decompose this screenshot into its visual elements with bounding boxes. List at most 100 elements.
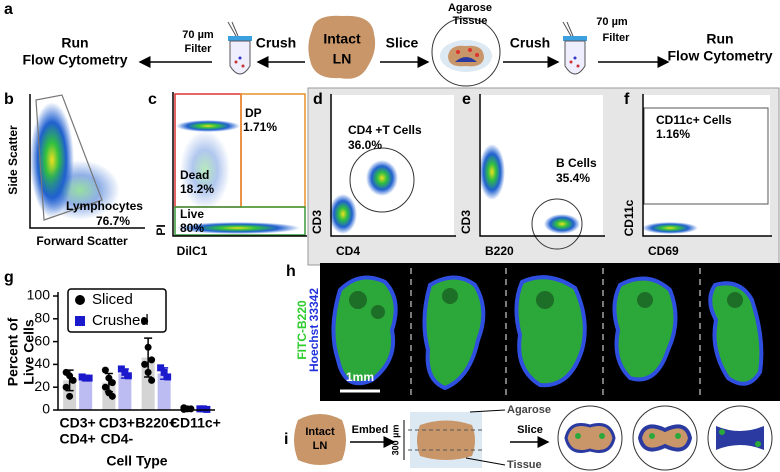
tissue-image	[331, 275, 764, 391]
bar	[118, 373, 132, 410]
filter-text: 70 µm	[596, 16, 628, 28]
x-axis-label: CD4	[336, 244, 360, 258]
run-text: Flow Cytometry	[667, 48, 772, 64]
x-axis-label: B220	[485, 244, 514, 258]
gate-value: 80%	[180, 221, 204, 235]
panel-label: c	[148, 91, 157, 108]
gate-label: CD11c+ Cells	[656, 113, 732, 127]
panel-e: e CD3 B220 B Cells 35.4%	[459, 91, 605, 258]
panel-b: b Side Scatter Forward Scatter Lymphocyt…	[4, 91, 145, 248]
agarose-text: Agarose	[507, 404, 551, 416]
x-tick-label: B220+	[135, 415, 177, 431]
y-tick-label: 80	[34, 310, 50, 326]
tissue-text: Tissue	[507, 459, 542, 471]
data-point	[108, 392, 116, 400]
legend-box	[67, 288, 167, 333]
panel-label: g	[4, 269, 14, 286]
data-point	[124, 372, 132, 380]
gate	[531, 198, 583, 250]
gate-label: Live	[180, 207, 204, 221]
gate-label: Lymphocytes	[66, 199, 143, 213]
ln-text: Intact	[305, 426, 335, 438]
panel-c: c PI DilC1 DP 1.71% Dead 18.2% Live 80%	[148, 91, 307, 258]
data-point	[66, 392, 74, 400]
legend-marker	[75, 316, 85, 326]
data-point	[108, 379, 116, 387]
tissue-shape	[417, 420, 475, 460]
x-tick-label: CD3+	[60, 415, 96, 431]
axes	[479, 94, 605, 237]
cell-cloud	[176, 222, 300, 234]
lymph-node	[294, 414, 346, 465]
gate	[35, 94, 103, 221]
data-point	[148, 356, 156, 364]
data-point	[101, 366, 109, 374]
legend-marker	[75, 295, 85, 305]
gate-label: Dead	[180, 168, 209, 182]
cut-line	[408, 429, 484, 451]
data-point	[85, 374, 93, 382]
axes	[172, 92, 307, 237]
agarose-text: Agarose	[448, 2, 492, 14]
ln-text: Intact	[323, 31, 361, 47]
stain-label: Hoechst 33342	[307, 288, 321, 372]
x-tick-label: CD4-	[101, 431, 134, 447]
follicle	[349, 288, 743, 319]
panel-label: i	[284, 431, 288, 448]
data-point	[144, 343, 152, 351]
data-point	[62, 383, 70, 391]
cell-cloud	[642, 222, 698, 234]
data-point	[157, 364, 165, 372]
y-axis-label: CD3	[459, 210, 473, 234]
data-point	[101, 383, 109, 391]
y-axis-label: Percent of	[5, 317, 21, 386]
slice-text: Slice	[517, 424, 543, 436]
leader	[465, 457, 506, 466]
tissue-text: Tissue	[453, 15, 488, 27]
thickness-text: 300 µm	[390, 425, 400, 456]
cell-cloud	[329, 194, 357, 234]
bar	[157, 373, 171, 410]
panel-d: d CD3 CD4 CD4 +T Cells 36.0%	[310, 91, 456, 258]
data-point	[141, 360, 149, 368]
panel-i: i Intact LN Embed 300 µm Agarose Tissue …	[284, 404, 773, 471]
stain-label: FITC-B220	[295, 300, 309, 360]
panel-a: a Run Flow Cytometry 70 µm Filter Crush …	[4, 1, 773, 87]
run-text: Flow Cytometry	[22, 52, 127, 68]
x-axis-label: Forward Scatter	[36, 234, 128, 248]
slice-icons	[557, 405, 773, 471]
filter-text: Filter	[603, 32, 631, 44]
axes	[57, 292, 215, 411]
panel-h: h FITC-B220 Hoechst 33342 1mm	[286, 263, 780, 401]
bar	[79, 378, 93, 410]
panel-label: a	[4, 1, 13, 18]
tissue-shape	[455, 57, 477, 62]
gate	[643, 107, 769, 205]
x-axis-label: DilC1	[177, 244, 208, 258]
panel-label: b	[4, 91, 14, 108]
scale-text: 1mm	[346, 370, 374, 384]
data-point	[164, 373, 172, 381]
data-point	[141, 317, 149, 325]
gate-label: DP	[245, 106, 262, 120]
x-tick-label: CD4+	[60, 431, 96, 447]
y-tick-label: 40	[34, 355, 50, 371]
cell-cloud	[180, 130, 230, 210]
x-tick-label: CD3+	[99, 415, 135, 431]
y-axis-label: PI	[154, 224, 168, 235]
panel-label: e	[462, 91, 471, 108]
cell-cloud	[544, 214, 580, 234]
gate-value: 18.2%	[180, 182, 214, 196]
panel-f: f CD11c CD69 CD11c+ Cells 1.16%	[622, 91, 772, 258]
y-tick-label: 0	[42, 401, 50, 417]
gate	[174, 206, 306, 236]
data-point	[187, 405, 195, 413]
x-axis-label: CD69	[648, 244, 679, 258]
y-axis-label: CD3	[310, 210, 324, 234]
crush-text: Crush	[510, 35, 550, 51]
gate-label: B Cells	[556, 156, 597, 170]
tube-icon	[227, 21, 252, 75]
gate-label: CD4 +T Cells	[348, 123, 422, 137]
panel-label: d	[313, 91, 323, 108]
